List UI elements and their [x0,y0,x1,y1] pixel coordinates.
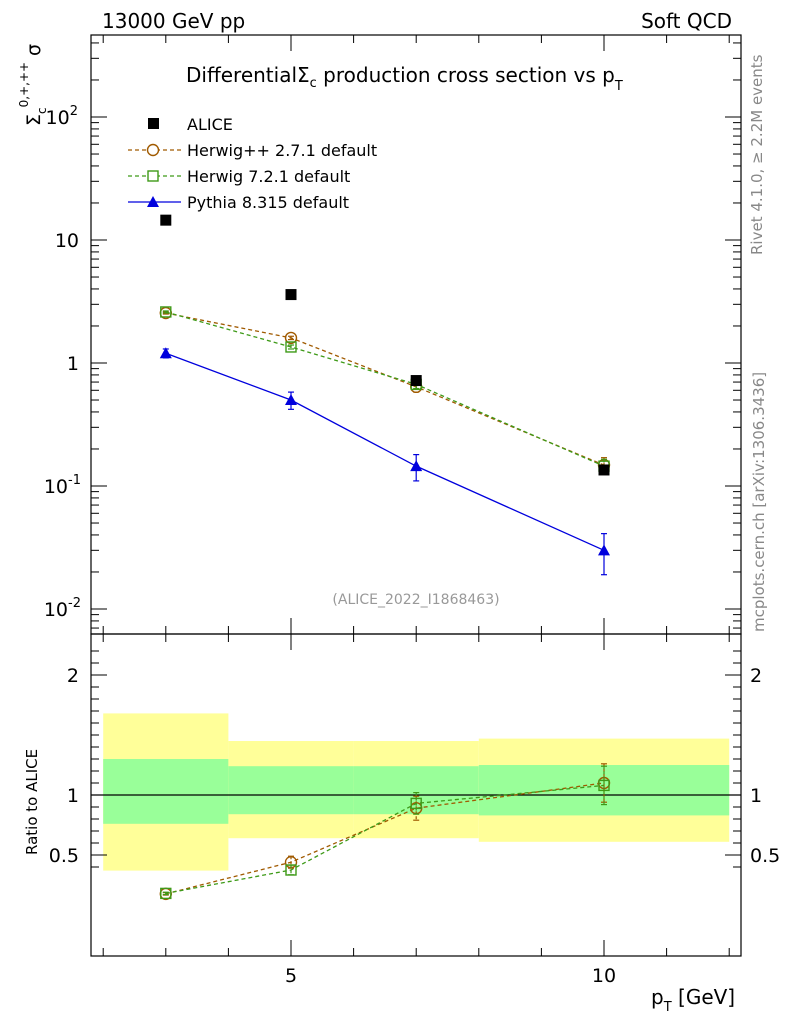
y-tick-label-base: 10 [44,476,68,498]
ratio-line-herwig7 [165,784,605,895]
data-point-pythia [285,394,297,406]
y-tick-label-base: 10 [46,107,70,129]
data-point-alice [160,214,172,226]
ratio-band-inner [228,766,354,815]
y-tick-label: 10-2 [44,596,81,621]
y-axis-label-main: Σ [23,114,45,126]
legend-marker-alice [148,118,159,129]
data-point-herwig7 [285,341,297,353]
ratio-tick-label-left: 0.5 [49,845,79,867]
legend-label-herwig7: Herwig 7.2.1 default [187,167,350,186]
ratio-tick-label-left: 2 [67,665,79,687]
ratio-plot: 5 10 0.5 0.5 1 1 2 2 Ratio to ALICE [23,633,780,987]
ratio-tick-label-right: 2 [750,665,762,687]
ratio-line-herwigpp [165,782,605,895]
ratio-point-herwig7 [160,887,172,900]
ratio-tick-label-right: 1 [750,785,762,807]
data-point-alice [410,375,422,387]
chart-title: DifferentialΣc production cross section … [186,63,623,94]
legend-label-herwigpp: Herwig++ 2.7.1 default [187,141,377,160]
legend-label-pythia: Pythia 8.315 default [187,193,349,212]
rivet-version-label: Rivet 4.1.0, ≥ 2.2M events [748,54,766,255]
legend: ALICE Herwig++ 2.7.1 default Herwig 7.2.… [128,115,377,212]
data-point-alice [285,289,297,301]
ratio-y-axis-label: Ratio to ALICE [23,749,41,855]
data-point-alice [598,464,610,476]
legend-marker-herwig7 [147,170,159,182]
mcplots-credit-label: mcplots.cern.ch [arXiv:1306.3436] [750,372,768,632]
y-tick-label-exponent: -2 [68,596,81,611]
header-energy-label: 13000 GeV pp [102,9,245,33]
ratio-point-herwig7 [410,797,422,810]
ratio-ticks: 5 10 0.5 0.5 1 1 2 2 [49,634,780,987]
x-axis-label-sub: T [663,1000,672,1015]
y-tick-label: 1 [67,353,79,375]
ratio-band-inner [103,759,229,824]
legend-label-alice: ALICE [187,115,233,134]
legend-marker-herwigpp [146,143,160,157]
ratio-series-clipped [159,763,611,901]
data-point-pythia [159,347,172,359]
y-tick-label-base: 10 [44,599,68,621]
series-line-herwig7 [165,311,605,467]
ratio-point-herwig7 [598,779,610,792]
data-point-herwigpp [284,331,298,345]
x-tick-label: 10 [592,965,616,987]
chart-title-sub-c: c [310,76,317,91]
chart-title-main: DifferentialΣ [186,63,310,87]
y-tick-label: 10-1 [44,473,81,498]
x-axis-label-rest: [GeV] [672,985,735,1009]
y-axis-label: Σc 0,+,++ σ [17,44,49,126]
ratio-tick-label-left: 1 [67,785,79,807]
series-line-pythia [165,352,605,551]
y-axis-label-sup: 0,+,++ [17,62,31,107]
analysis-id-label: (ALICE_2022_I1868463) [332,592,499,608]
series-line-herwigpp [165,312,605,466]
data-point-pythia [410,460,423,472]
legend-marker-pythia [147,196,159,207]
y-tick-label: 102 [46,104,78,129]
data-point-pythia [598,544,610,556]
y-tick-label-exponent: -1 [68,473,81,488]
x-axis-label-main: p [651,985,664,1009]
main-series-layer [159,214,611,576]
ratio-bands-layer [103,713,730,871]
x-axis-label: pT [GeV] [651,985,735,1015]
y-tick-label: 10 [55,230,79,252]
y-axis-label-sub: c [35,107,49,114]
ratio-series-layer [159,763,611,901]
ratio-tick-label-right: 0.5 [750,845,780,867]
ratio-point-herwig7 [285,864,297,876]
header-category-label: Soft QCD [641,9,732,33]
chart-title-sub-t: T [614,79,623,94]
y-axis-label-rest: σ [23,44,45,56]
x-tick-label: 5 [285,965,297,987]
chart-title-rest: production cross section vs p [317,63,615,87]
y-tick-label-exponent: 2 [70,104,78,119]
data-point-herwig7 [160,306,172,318]
